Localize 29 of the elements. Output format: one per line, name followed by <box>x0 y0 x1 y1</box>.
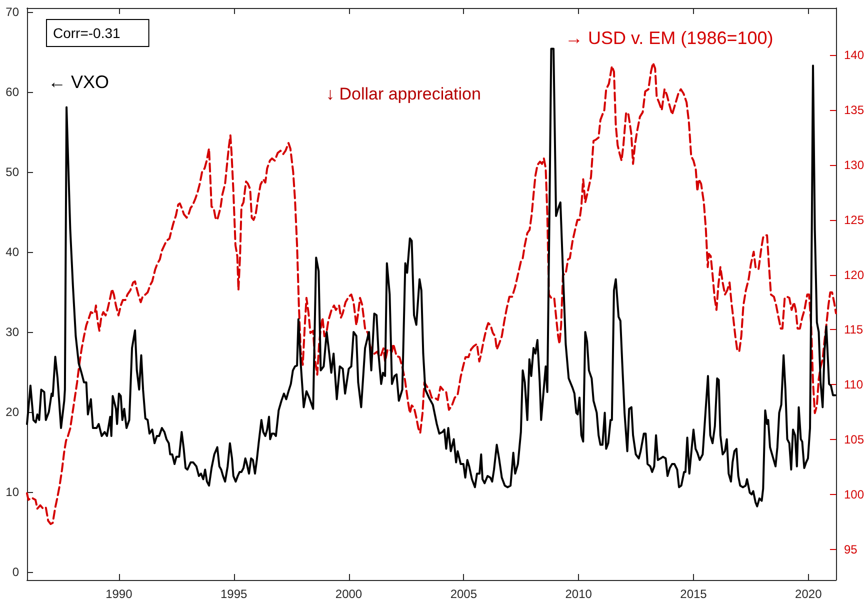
y-tick-label: 50 <box>6 165 20 179</box>
y2-tick-label: 100 <box>844 487 864 502</box>
y-tick-label: 30 <box>6 325 20 339</box>
y2-tick-label: 115 <box>844 322 864 337</box>
x-tick-label: 2010 <box>565 587 592 600</box>
y-tick-label: 60 <box>6 85 20 99</box>
x-tick-label: 2015 <box>680 587 708 600</box>
y-tick-label: 20 <box>6 405 20 419</box>
y2-tick-label: 125 <box>844 212 864 227</box>
annotation: ↓ Dollar appreciation <box>326 84 481 104</box>
x-tick-label: 2005 <box>450 587 478 600</box>
y2-tick-label: 120 <box>844 268 864 282</box>
y2-tick-label: 140 <box>844 48 864 62</box>
series-label: → USD v. EM (1986=100) <box>565 28 774 48</box>
y-tick-label: 0 <box>12 565 20 579</box>
x-tick-label: 2020 <box>795 587 822 600</box>
x-tick-label: 1990 <box>106 587 133 600</box>
y2-tick-label: 130 <box>844 158 864 172</box>
y-tick-label: 70 <box>6 5 20 19</box>
y2-tick-label: 110 <box>844 378 864 392</box>
y2-tick-label: 135 <box>844 103 864 118</box>
x-tick-label: 1995 <box>220 587 248 600</box>
y2-tick-label: 105 <box>844 432 864 446</box>
y-tick-label: 40 <box>6 245 20 259</box>
y2-tick-label: 95 <box>844 542 858 556</box>
x-tick-label: 2000 <box>335 587 362 600</box>
annotation: Corr=-0.31 <box>53 25 121 41</box>
y-tick-label: 10 <box>6 485 20 499</box>
series-label: ← VXO <box>48 72 110 92</box>
